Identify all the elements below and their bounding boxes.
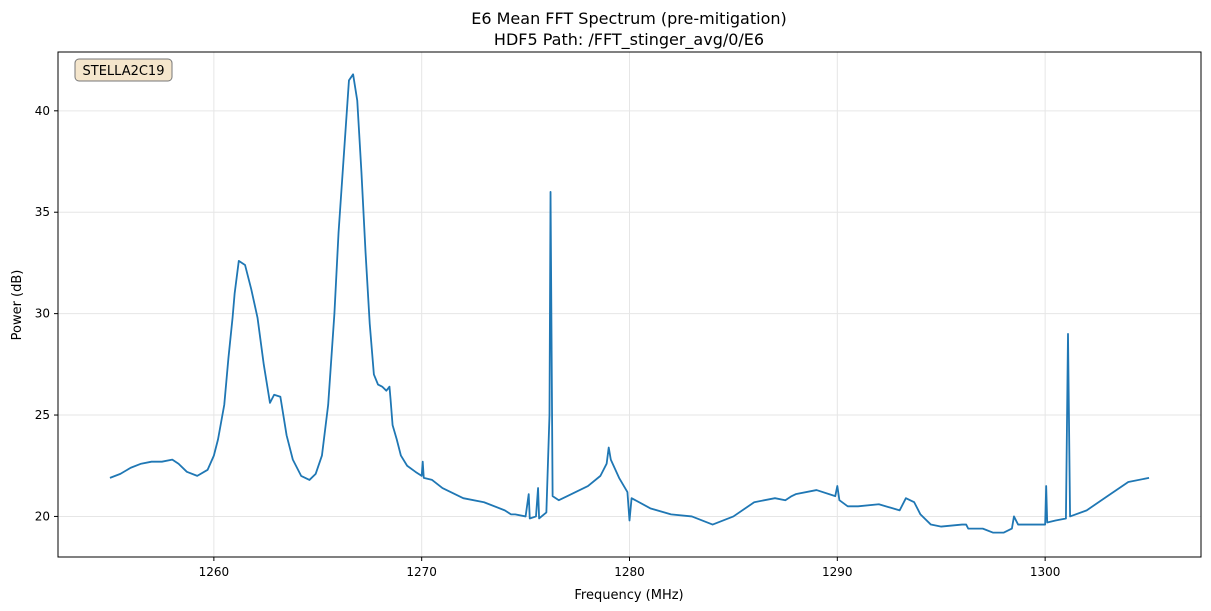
- y-tick-label: 20: [35, 509, 50, 523]
- y-tick-label: 35: [35, 205, 50, 219]
- x-tick-label: 1290: [822, 565, 853, 579]
- series-line: [109, 73, 1150, 534]
- y-axis-label: Power (dB): [10, 270, 25, 341]
- chart-subtitle: HDF5 Path: /FFT_stinger_avg/0/E6: [494, 30, 764, 50]
- annotation-text: STELLA2C19: [83, 64, 165, 79]
- x-tick-label: 1300: [1030, 565, 1061, 579]
- annotation-box: STELLA2C19: [74, 58, 173, 82]
- y-axis-ticks: 20 25 30 35 40: [35, 104, 58, 523]
- x-tick-label: 1280: [614, 565, 645, 579]
- chart-title: E6 Mean FFT Spectrum (pre-mitigation): [471, 9, 787, 28]
- x-tick-label: 1260: [199, 565, 230, 579]
- x-tick-label: 1270: [406, 565, 437, 579]
- y-tick-label: 40: [35, 104, 50, 118]
- x-axis-label: Frequency (MHz): [574, 588, 683, 603]
- y-tick-label: 30: [35, 307, 50, 321]
- x-axis-ticks: 1260 1270 1280 1290 1300: [199, 557, 1061, 579]
- y-tick-label: 25: [35, 408, 50, 422]
